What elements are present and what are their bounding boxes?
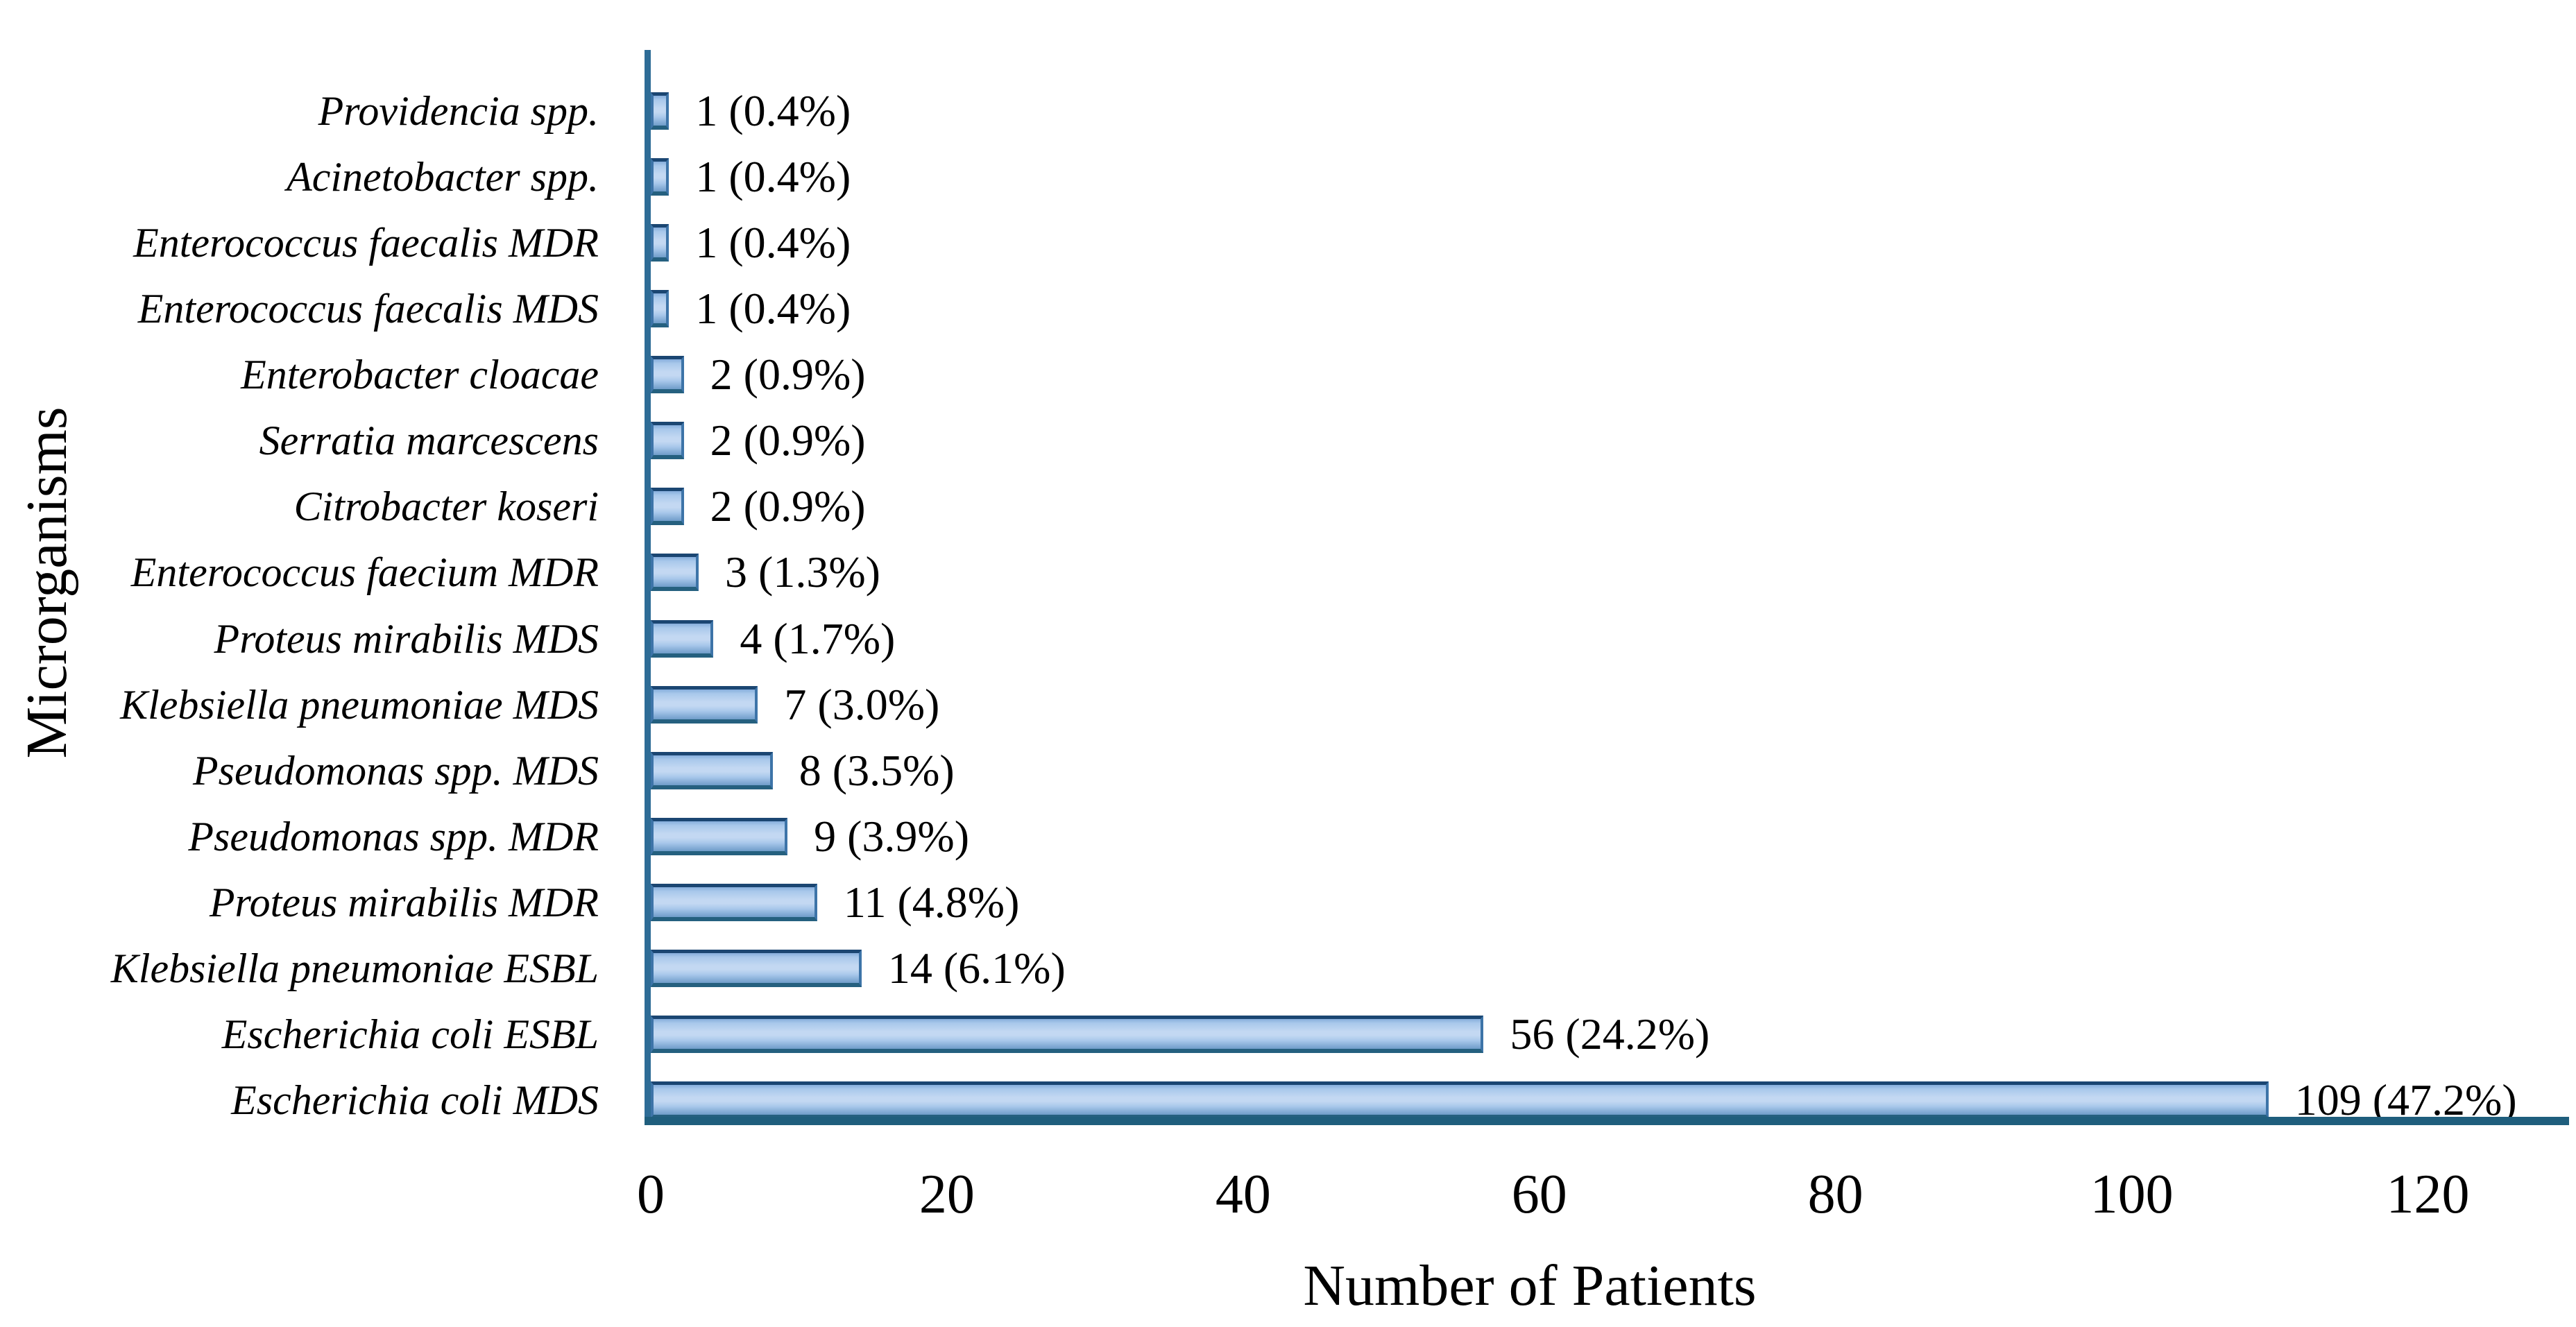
bar	[651, 1016, 1484, 1054]
category-label: Enterococcus faecalis MDS	[137, 285, 599, 332]
bar	[651, 223, 669, 262]
category-label: Serratia marcescens	[259, 418, 599, 464]
bar	[651, 488, 684, 526]
category-label: Proteus mirabilis MDS	[214, 615, 599, 662]
bar-row: Escherichia coli MDS 109 (47.2%)	[231, 1068, 2576, 1133]
x-tick-label: 100	[2090, 1164, 2174, 1225]
plot-area: Providencia spp. 1 (0.4%) Acinetobacter sp…	[111, 50, 2576, 1125]
category-label: Enterococcus faecium MDR	[130, 549, 599, 596]
value-label: 3 (1.3%)	[725, 547, 880, 597]
bar	[651, 817, 788, 855]
category-label: Klebsiella pneumoniae MDS	[120, 681, 599, 728]
bar-row: Proteus mirabilis MDS 4 (1.7%)	[214, 606, 2576, 671]
value-label: 109 (47.2%)	[2294, 1075, 2517, 1125]
category-label: Enterobacter cloacae	[241, 352, 599, 398]
bar-row: Providencia spp. 1 (0.4%)	[318, 78, 2576, 144]
value-label: 1 (0.4%)	[695, 283, 851, 333]
category-label: Escherichia coli MDS	[231, 1077, 599, 1124]
bar-row: Serratia marcescens 2 (0.9%)	[259, 408, 2576, 474]
bar-rows: Providencia spp. 1 (0.4%) Acinetobacter sp…	[111, 78, 2576, 1133]
value-label: 8 (3.5%)	[799, 745, 955, 795]
bar	[651, 950, 862, 988]
category-label: Pseudomonas spp. MDR	[188, 813, 599, 859]
value-label: 9 (3.9%)	[814, 811, 970, 861]
value-label: 1 (0.4%)	[695, 217, 851, 267]
category-label: Acinetobacter spp.	[287, 153, 599, 200]
value-label: 11 (4.8%)	[843, 877, 1020, 927]
x-tick-label: 80	[1807, 1164, 1863, 1225]
bar	[651, 92, 669, 130]
bar	[651, 685, 758, 724]
x-axis-title: Number of Patients	[1303, 1253, 1757, 1318]
category-label: Proteus mirabilis MDR	[209, 880, 599, 926]
bar-row: Proteus mirabilis MDR 11 (4.8%)	[210, 870, 2576, 936]
bar-row: Enterococcus faecalis MDR 1 (0.4%)	[133, 209, 2576, 275]
bar-row: Escherichia coli ESBL 56 (24.2%)	[222, 1002, 2576, 1068]
value-label: 2 (0.9%)	[710, 481, 866, 531]
bar-row: Klebsiella pneumoniae MDS 7 (3.0%)	[120, 671, 2576, 737]
x-tick-label: 120	[2386, 1164, 2470, 1225]
y-axis-line	[645, 50, 651, 1125]
value-label: 1 (0.4%)	[695, 85, 851, 135]
y-axis-title: Microrganisms	[15, 406, 79, 759]
bar	[651, 751, 773, 789]
bar-row: Citrobacter koseri 2 (0.9%)	[294, 474, 2576, 540]
value-label: 4 (1.7%)	[740, 613, 896, 663]
bar	[651, 554, 699, 592]
value-label: 7 (3.0%)	[784, 679, 940, 729]
x-axis-line	[645, 1117, 2569, 1125]
category-label: Klebsiella pneumoniae ESBL	[110, 945, 599, 992]
bar-row: Klebsiella pneumoniae ESBL 14 (6.1%)	[111, 936, 2576, 1002]
x-tick-label: 0	[637, 1164, 665, 1225]
bar-row: Enterobacter cloacae 2 (0.9%)	[241, 342, 2576, 408]
x-tick-label: 40	[1215, 1164, 1271, 1225]
bar	[651, 619, 714, 658]
bar	[651, 422, 684, 460]
value-label: 2 (0.9%)	[710, 350, 866, 400]
bar-row: Enterococcus faecium MDR 3 (1.3%)	[131, 540, 2576, 606]
bar-row: Pseudomonas spp. MDR 9 (3.9%)	[188, 803, 2576, 869]
category-label: Providencia spp.	[318, 87, 599, 134]
value-label: 56 (24.2%)	[1510, 1009, 1710, 1059]
x-tick-label: 60	[1511, 1164, 1567, 1225]
bar-row: Acinetobacter spp. 1 (0.4%)	[287, 144, 2576, 209]
category-label: Citrobacter koseri	[293, 483, 599, 530]
bar	[651, 157, 669, 196]
bar	[651, 356, 684, 394]
x-axis-ticks: 0 20 40 60 80 100 120	[637, 1164, 2576, 1226]
value-label: 2 (0.9%)	[710, 416, 866, 465]
bar	[651, 289, 669, 327]
category-label: Pseudomonas spp. MDS	[193, 747, 599, 794]
value-label: 1 (0.4%)	[695, 151, 851, 201]
bar-row: Pseudomonas spp. MDS 8 (3.5%)	[193, 737, 2576, 803]
bar-row: Enterococcus faecalis MDS 1 (0.4%)	[138, 275, 2576, 341]
value-label: 14 (6.1%)	[887, 943, 1066, 993]
category-label: Escherichia coli ESBL	[221, 1011, 599, 1058]
category-label: Enterococcus faecalis MDR	[133, 219, 599, 266]
x-tick-label: 20	[919, 1164, 975, 1225]
bar	[651, 884, 817, 922]
bar	[651, 1081, 2269, 1120]
